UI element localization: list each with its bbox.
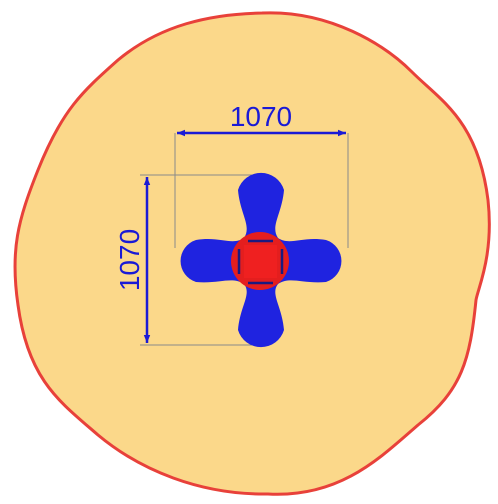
height-dimension: 1070 [114,177,151,343]
center-seat-square [244,245,277,278]
width-dimension-label: 1070 [230,101,292,132]
extension-lines [140,133,349,346]
four-arm-equipment [180,172,342,348]
height-dimension-label: 1070 [114,229,145,291]
seat-handles [237,239,284,285]
width-dimension: 1070 [177,101,346,137]
